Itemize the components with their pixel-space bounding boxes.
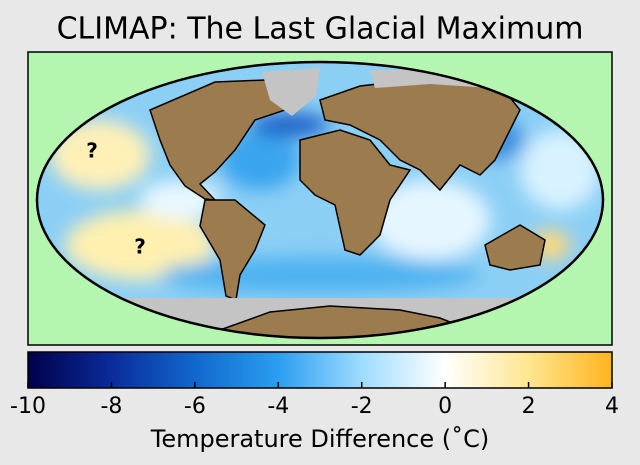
title: CLIMAP: The Last Glacial Maximum [57,12,584,47]
tick-label: -10 [10,394,46,419]
tick-label: 2 [522,394,536,419]
tick-label: -6 [184,394,206,419]
annotation: ? [86,139,98,163]
colorbar [27,351,613,389]
globe-outline [35,60,605,340]
tick-label: -4 [267,394,289,419]
globe [37,62,603,338]
tick-label: 0 [438,394,452,419]
tick-label: 4 [605,394,619,419]
annotation: ? [134,235,146,259]
colorbar-label: Temperature Difference (˚C) [150,425,490,453]
tick-label: -8 [100,394,122,419]
tick-label: -2 [351,394,373,419]
